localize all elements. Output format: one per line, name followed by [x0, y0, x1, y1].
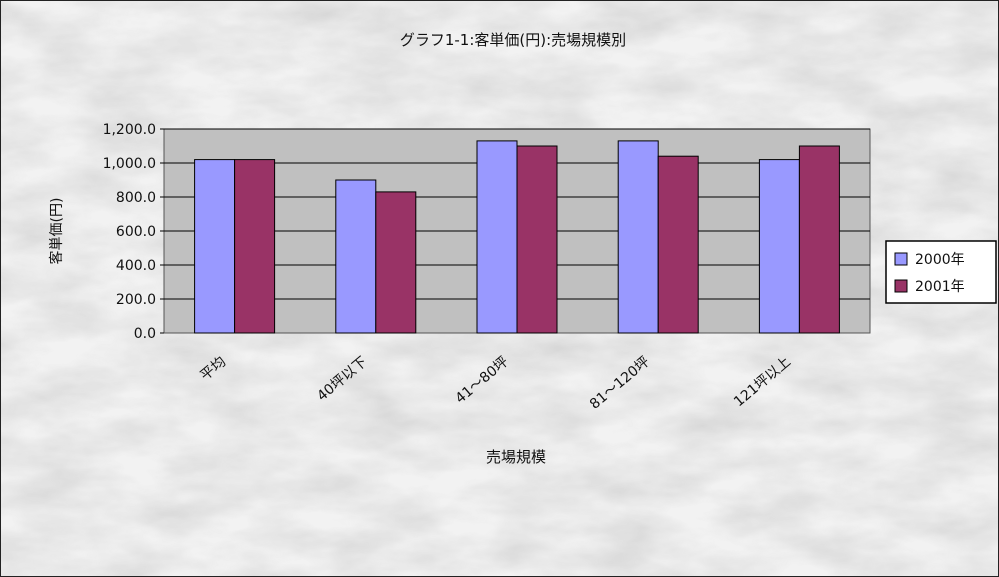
- y-axis-ticks: 0.0 200.0 400.0 600.0 800.0 1,000.0 1,200.0: [103, 122, 164, 342]
- bar-2000年-81～120坪: [617, 140, 659, 334]
- y-axis-label: 客単価(円): [48, 198, 65, 265]
- legend-label-2000: 2000年: [915, 252, 965, 268]
- bar-2000年-41～80坪: [476, 140, 518, 334]
- y-tick-label: 1,200.0: [103, 122, 156, 138]
- y-tick-label: 600.0: [116, 224, 156, 240]
- bar-2001年-40坪以下: [375, 191, 417, 334]
- bar-2001年-121坪以上: [798, 145, 840, 334]
- bar-2000年-平均: [194, 159, 236, 334]
- bar-2001年-81～120坪: [657, 155, 699, 334]
- y-tick-label: 0.0: [134, 326, 156, 342]
- bar-2001年-41～80坪: [516, 145, 558, 334]
- y-tick-label: 400.0: [116, 258, 156, 274]
- bar-2001年-平均: [234, 159, 276, 334]
- x-axis-label: 売場規模: [486, 448, 546, 466]
- legend: 2000年 2001年: [885, 240, 997, 304]
- legend-label-2001: 2001年: [915, 279, 965, 295]
- legend-box: [885, 240, 997, 304]
- y-tick-label: 1,000.0: [103, 156, 156, 172]
- legend-swatch-2000: [894, 252, 908, 266]
- y-tick-label: 800.0: [116, 190, 156, 206]
- legend-swatch-2001: [894, 279, 908, 293]
- bar-2000年-40坪以下: [335, 179, 377, 334]
- bars: [194, 140, 840, 334]
- bar-2000年-121坪以上: [758, 159, 800, 334]
- chart-title: グラフ1-1:客単価(円):売場規模別: [400, 31, 626, 49]
- y-tick-label: 200.0: [116, 292, 156, 308]
